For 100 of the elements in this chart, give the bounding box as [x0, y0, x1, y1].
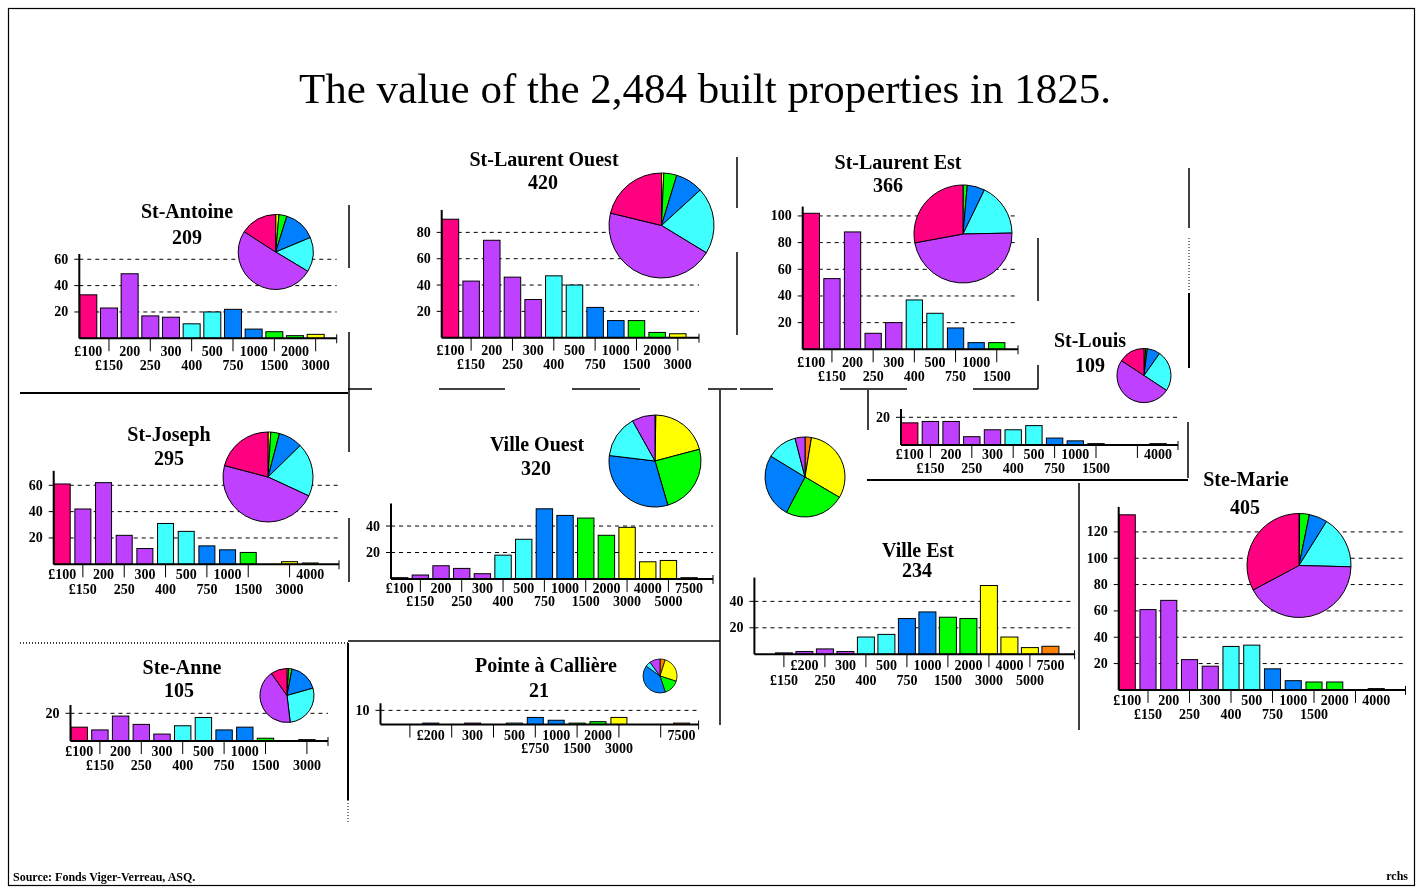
x-tick-label: 750 — [222, 357, 244, 373]
x-tick-label: 250 — [139, 357, 161, 373]
x-tick-label: 400 — [172, 757, 194, 772]
x-tick-label: 2000 — [1320, 692, 1349, 708]
x-tick-label: 200 — [430, 580, 452, 596]
x-tick-label: 4000 — [296, 566, 325, 582]
x-tick-label: £150 — [1134, 706, 1162, 722]
y-tick-label: 80 — [777, 235, 792, 251]
chart-title: St-Laurent Est — [834, 151, 962, 173]
x-tick-label: 200 — [481, 342, 503, 358]
y-tick-label: 20 — [1093, 656, 1108, 672]
x-tick-label: 400 — [492, 593, 514, 609]
y-tick-label: 60 — [777, 261, 792, 277]
text: The value of the 2,484 built properties in 1825. — [298, 65, 1112, 112]
x-tick-label: 500 — [175, 566, 197, 582]
x-tick-label: 1500 — [251, 757, 280, 772]
chart-title: St-Joseph — [127, 423, 211, 446]
x-tick-label: 200 — [93, 566, 115, 582]
x-tick-label: £100 — [48, 566, 77, 582]
x-tick-label: 250 — [1179, 706, 1200, 722]
chart-title: Ville Ouest — [489, 433, 585, 455]
x-tick-label: £150 — [817, 368, 846, 384]
x-tick-label: 300 — [134, 566, 156, 582]
x-tick-label: 400 — [1220, 706, 1242, 722]
chart-subtitle: 320 — [521, 457, 551, 479]
x-tick-label: 200 — [1158, 692, 1180, 708]
x-tick-label: £100 — [797, 354, 826, 370]
y-tick-label: 20 — [729, 620, 744, 636]
x-tick-label: 250 — [862, 368, 884, 384]
y-tick-label: 20 — [54, 304, 69, 320]
x-tick-label: 1500 — [571, 593, 600, 609]
x-tick-label: 2000 — [584, 727, 612, 742]
x-tick-label: 1000 — [601, 342, 630, 358]
x-tick-label: 1000 — [230, 743, 259, 758]
x-tick-label: 750 — [584, 356, 606, 372]
chart-subtitle: 109 — [1075, 354, 1105, 376]
x-tick-label: 400 — [1002, 460, 1024, 476]
x-tick-label: 3000 — [663, 356, 692, 372]
x-tick-label: 3000 — [613, 593, 642, 609]
x-tick-label: 200 — [110, 743, 132, 758]
source-note: Source: Fonds Viger-Verreau, ASQ. — [13, 870, 196, 884]
x-tick-label: 300 — [834, 657, 856, 673]
x-tick-label: 4000 — [633, 580, 662, 596]
chart-subtitle: 105 — [164, 679, 194, 701]
x-tick-label: 500 — [503, 727, 525, 742]
text: rchs — [1386, 869, 1409, 883]
x-tick-label: £100 — [74, 343, 103, 359]
y-tick-label: 20 — [45, 705, 60, 721]
y-tick-label: 40 — [366, 518, 380, 534]
y-tick-label: 80 — [416, 224, 431, 240]
x-tick-label: 7500 — [667, 727, 696, 742]
chart-title: Ste-Anne — [142, 656, 222, 678]
y-tick-label: 40 — [28, 504, 43, 520]
x-tick-label: 750 — [196, 581, 218, 597]
chart-title: St-Louis — [1053, 329, 1127, 351]
x-tick-label: 5000 — [1015, 672, 1044, 688]
x-tick-label: 4000 — [995, 657, 1024, 673]
y-tick-label: 20 — [777, 315, 792, 331]
x-tick-label: 1500 — [1300, 706, 1328, 722]
y-tick-label: 40 — [416, 277, 431, 293]
x-tick-label: 2000 — [592, 580, 621, 596]
chart-title: St-Antoine — [140, 200, 234, 222]
y-tick-label: 40 — [777, 288, 792, 304]
x-tick-label: 1000 — [542, 727, 571, 742]
x-tick-label: 3000 — [292, 757, 321, 772]
x-tick-label: £100 — [385, 580, 414, 596]
x-tick-label: 750 — [533, 593, 555, 609]
x-tick-label: 500 — [924, 354, 946, 370]
x-tick-label: 200 — [119, 343, 141, 359]
x-tick-label: 300 — [522, 342, 544, 358]
y-tick-label: 20 — [28, 530, 43, 546]
x-tick-label: 1500 — [982, 368, 1011, 384]
x-tick-label: 400 — [181, 357, 203, 373]
x-tick-label: 1000 — [962, 354, 991, 370]
x-tick-label: 500 — [1241, 692, 1263, 708]
x-tick-label: 1500 — [622, 356, 651, 372]
chart-subtitle: 405 — [1230, 496, 1260, 518]
x-tick-label: £100 — [65, 743, 94, 758]
x-tick-label: £100 — [1113, 692, 1142, 708]
y-tick-label: 100 — [770, 208, 792, 224]
y-tick-label: 10 — [355, 702, 370, 718]
chart-subtitle: 420 — [528, 171, 558, 193]
x-tick-label: 2000 — [954, 657, 983, 673]
x-tick-label: 400 — [543, 356, 565, 372]
x-tick-label: 3000 — [974, 672, 1003, 688]
x-tick-label: 7500 — [675, 580, 704, 596]
y-tick-label: 100 — [1086, 550, 1108, 566]
x-tick-label: £750 — [521, 740, 550, 756]
x-tick-label: 1000 — [239, 343, 268, 359]
x-tick-label: 200 — [940, 446, 962, 462]
x-tick-label: £200 — [790, 657, 819, 673]
x-tick-label: 500 — [201, 343, 223, 359]
x-tick-label: 250 — [814, 672, 836, 688]
y-tick-label: 20 — [416, 303, 431, 319]
x-tick-label: 4000 — [1362, 692, 1391, 708]
x-tick-label: 500 — [563, 342, 585, 358]
x-tick-label: 250 — [130, 757, 152, 772]
x-tick-label: 300 — [471, 580, 493, 596]
x-tick-label: 200 — [842, 354, 864, 370]
x-tick-label: 2000 — [643, 342, 672, 358]
